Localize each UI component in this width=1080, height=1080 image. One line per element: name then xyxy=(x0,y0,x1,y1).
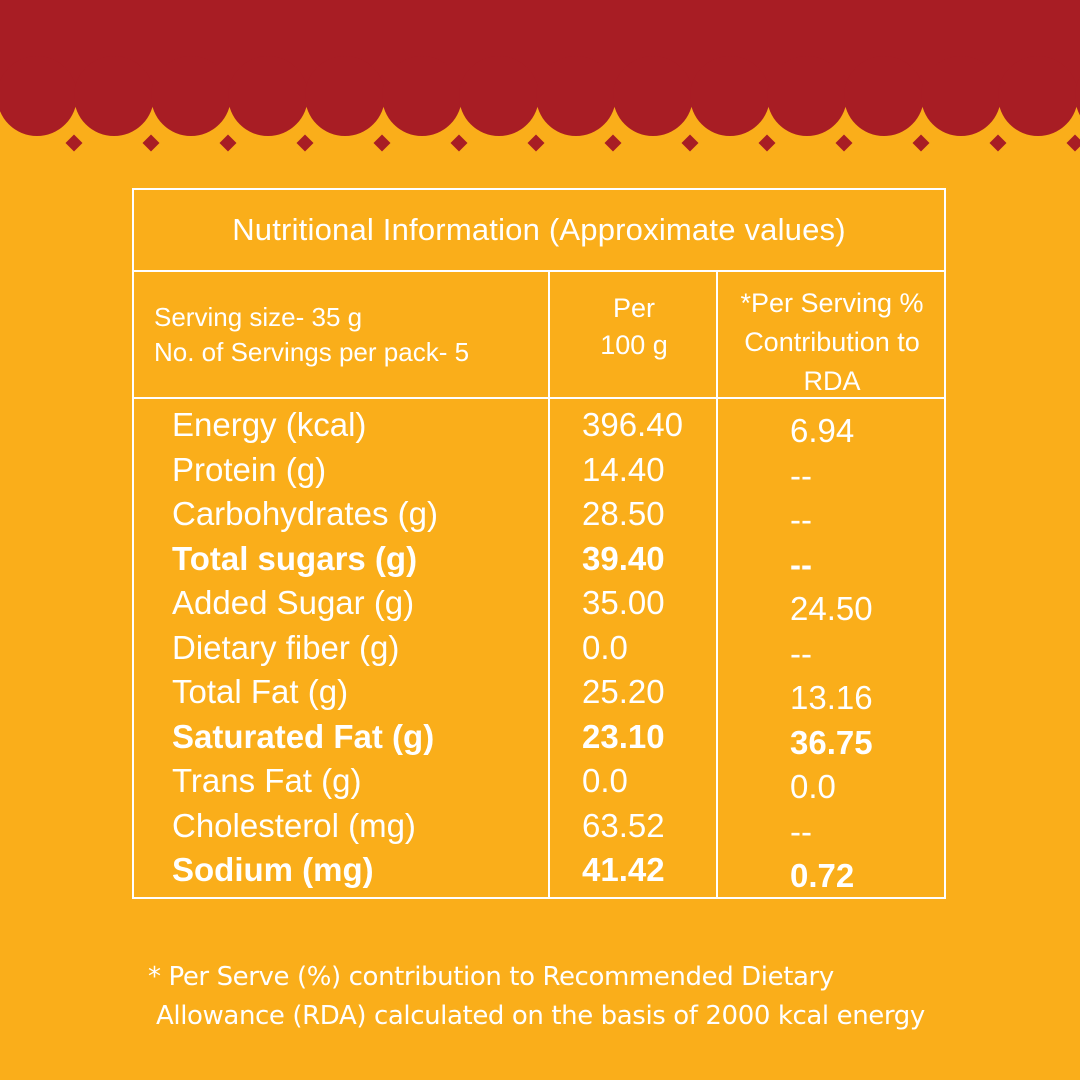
banner-diamond xyxy=(296,134,314,152)
nutrient-row: Added Sugar (g) 35.00 24.50 xyxy=(134,584,944,628)
nutrient-name: Protein (g) xyxy=(172,450,327,488)
rda-value: 13.16 xyxy=(790,679,873,716)
banner-diamond xyxy=(681,134,699,152)
header-divider xyxy=(134,397,944,399)
rda-value: 6.94 xyxy=(790,412,855,449)
banner-scallop xyxy=(0,56,77,136)
banner-diamond xyxy=(989,134,1007,152)
banner-scallop xyxy=(690,56,770,136)
rda-value: -- xyxy=(790,634,812,672)
banner-diamond xyxy=(219,134,237,152)
per-100g-value: 0.0 xyxy=(582,628,628,666)
nutrient-name: Cholesterol (mg) xyxy=(172,806,416,844)
per-100g-value: 39.40 xyxy=(582,539,665,577)
rda-value: 0.0 xyxy=(790,768,836,805)
nutrient-row: Energy (kcal) 396.40 6.94 xyxy=(134,406,944,450)
banner-diamond xyxy=(912,134,930,152)
serving-info: Serving size- 35 g No. of Servings per p… xyxy=(154,300,469,370)
column-divider xyxy=(548,272,550,897)
scalloped-banner xyxy=(0,0,1080,152)
rda-header: *Per Serving % Contribution to RDA xyxy=(718,284,946,401)
nutrient-row: Saturated Fat (g) 23.10 36.75 xyxy=(134,718,944,762)
banner-diamond xyxy=(65,134,83,152)
per-100g-value: 396.40 xyxy=(582,406,683,443)
banner-diamond xyxy=(835,134,853,152)
nutrient-row: Carbohydrates (g) 28.50 -- xyxy=(134,495,944,539)
banner-scallop xyxy=(767,56,847,136)
rda-value: -- xyxy=(790,812,812,850)
per-100g-value: 41.42 xyxy=(582,851,665,888)
nutrient-row: Trans Fat (g) 0.0 0.0 xyxy=(134,762,944,806)
banner-diamond xyxy=(604,134,622,152)
per-header-line: Per xyxy=(612,293,656,323)
per-100g-value: 28.50 xyxy=(582,495,665,532)
rda-value: -- xyxy=(790,501,812,538)
nutrient-name: Energy (kcal) xyxy=(172,406,367,443)
nutrient-row: Cholesterol (mg) 63.52 -- xyxy=(134,807,944,851)
per-100g-value: 0.0 xyxy=(582,762,628,799)
per-100g-value: 35.00 xyxy=(582,584,665,621)
footnote-line: * Per Serve (%) contribution to Recommen… xyxy=(148,962,834,992)
banner-diamond xyxy=(450,134,468,152)
nutrient-row: Sodium (mg) 41.42 0.72 xyxy=(134,851,944,895)
banner-scallop xyxy=(844,56,924,136)
rda-value: 24.50 xyxy=(790,590,873,627)
rda-header-line: Contribution to xyxy=(744,327,920,357)
rda-value: 36.75 xyxy=(790,723,873,761)
rda-header-line: *Per Serving % xyxy=(740,288,924,318)
nutrient-name: Total sugars (g) xyxy=(172,539,418,577)
per-100g-value: 25.20 xyxy=(582,673,665,710)
footnote: * Per Serve (%) contribution to Recommen… xyxy=(148,958,925,1036)
banner-scallop xyxy=(536,56,616,136)
per-header-line: 100 g xyxy=(600,330,668,360)
rda-value: -- xyxy=(790,456,812,494)
nutrient-name: Sodium (mg) xyxy=(172,851,374,888)
banner-diamond xyxy=(373,134,391,152)
footnote-line: Allowance (RDA) calculated on the basis … xyxy=(156,1001,925,1031)
nutrient-name: Trans Fat (g) xyxy=(172,762,362,799)
banner-scallop xyxy=(613,56,693,136)
nutrient-name: Dietary fiber (g) xyxy=(172,628,400,666)
banner-scallop xyxy=(228,56,308,136)
banner-diamond xyxy=(142,134,160,152)
nutrient-row: Total Fat (g) 25.20 13.16 xyxy=(134,673,944,717)
banner-scallop xyxy=(921,56,1001,136)
rda-value: -- xyxy=(790,545,812,583)
banner-diamond xyxy=(1066,134,1080,152)
table-title: Nutritional Information (Approximate val… xyxy=(134,190,944,272)
nutrient-name: Added Sugar (g) xyxy=(172,584,415,621)
serving-size: Serving size- 35 g xyxy=(154,302,363,332)
banner-scallop xyxy=(151,56,231,136)
nutrient-row: Protein (g) 14.40 -- xyxy=(134,451,944,495)
banner-scallop xyxy=(74,56,154,136)
column-divider xyxy=(716,272,718,897)
nutrition-table: Nutritional Information (Approximate val… xyxy=(132,188,946,899)
per-100g-value: 14.40 xyxy=(582,450,665,488)
nutrient-name: Saturated Fat (g) xyxy=(172,717,435,755)
servings-per-pack: No. of Servings per pack- 5 xyxy=(154,337,470,367)
per-100g-value: 63.52 xyxy=(582,806,665,844)
per-100g-header: Per 100 g xyxy=(550,290,718,364)
nutrient-name: Total Fat (g) xyxy=(172,673,349,710)
nutrient-row: Dietary fiber (g) 0.0 -- xyxy=(134,629,944,673)
banner-scallop xyxy=(998,56,1078,136)
per-100g-value: 23.10 xyxy=(582,717,665,755)
banner-diamond xyxy=(758,134,776,152)
nutrient-row: Total sugars (g) 39.40 -- xyxy=(134,540,944,584)
banner-scallop xyxy=(382,56,462,136)
banner-scallop xyxy=(1075,76,1080,116)
rda-header-line: RDA xyxy=(803,366,861,396)
rda-value: 0.72 xyxy=(790,857,855,894)
banner-diamond xyxy=(527,134,545,152)
banner-scallop xyxy=(459,56,539,136)
nutrient-name: Carbohydrates (g) xyxy=(172,495,438,532)
banner-scallop xyxy=(305,56,385,136)
